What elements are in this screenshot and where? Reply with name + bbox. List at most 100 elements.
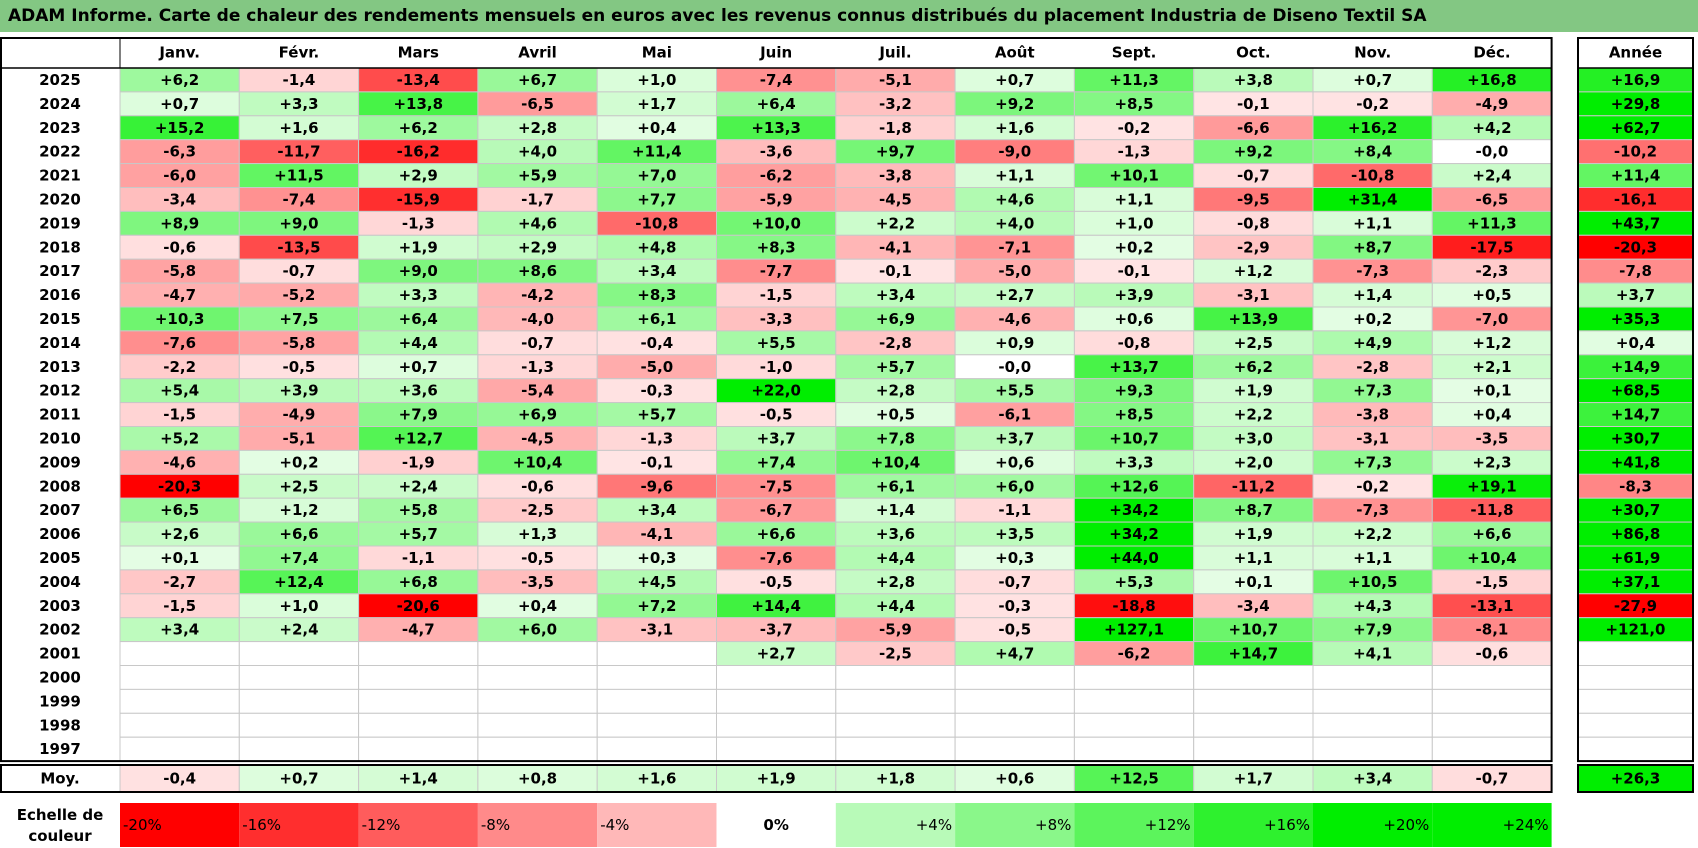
cell-value: +1,0 [279, 597, 318, 615]
annual-value: +62,7 [1611, 119, 1661, 137]
scale-step-label: +24% [1503, 816, 1549, 834]
cell-value: -5,1 [879, 71, 912, 89]
cell-value: -1,0 [760, 358, 793, 376]
year-label: 2002 [39, 621, 81, 639]
cell-value: +6,6 [757, 525, 796, 543]
cell-value: -6,2 [760, 167, 793, 185]
year-label: 2013 [39, 358, 81, 376]
cell-value: +1,1 [1114, 190, 1153, 208]
cell-value: +2,0 [1234, 453, 1273, 471]
chart-title: ADAM Informe. Carte de chaleur des rende… [0, 0, 1698, 32]
cell-value: +10,4 [871, 453, 921, 471]
cell-value: -1,3 [402, 214, 435, 232]
annual-value: +86,8 [1611, 525, 1661, 543]
cell-value: +5,7 [637, 406, 676, 424]
cell-value: -1,5 [760, 286, 793, 304]
annual-value: +43,7 [1611, 214, 1661, 232]
cell-value: +8,3 [757, 238, 796, 256]
annual-cell [1577, 665, 1694, 690]
cell-value: +8,9 [160, 214, 199, 232]
cell-value: +0,4 [637, 119, 676, 137]
cell-value: -9,6 [640, 477, 673, 495]
cell-value: -0,5 [760, 406, 793, 424]
cell-value: +2,2 [1353, 525, 1392, 543]
cell-value: +2,5 [1234, 334, 1273, 352]
cell-value: -3,3 [760, 310, 793, 328]
month-header: Oct. [1236, 44, 1271, 62]
cell-value: +8,4 [1353, 143, 1392, 161]
cell-value: +2,4 [1472, 167, 1511, 185]
average-value: +0,8 [518, 770, 557, 788]
annual-value: -20,3 [1614, 238, 1657, 256]
cell-value: +1,1 [1234, 549, 1273, 567]
scale-swatch [477, 803, 598, 847]
cell-value: -1,5 [163, 406, 196, 424]
cell-value: +10,5 [1348, 573, 1398, 591]
cell-value: +7,5 [279, 310, 318, 328]
heatmap-cell [477, 712, 598, 738]
year-label: 2009 [39, 453, 81, 471]
average-value: -0,7 [1476, 770, 1509, 788]
cell-value: +2,4 [279, 621, 318, 639]
cell-value: -0,6 [163, 238, 196, 256]
cell-value: -15,9 [397, 190, 440, 208]
cell-value: +1,2 [1472, 334, 1511, 352]
annual-value: +35,3 [1611, 310, 1661, 328]
cell-value: -0,6 [1476, 645, 1509, 663]
heatmap-cell [1193, 712, 1314, 738]
cell-value: +3,3 [1114, 453, 1153, 471]
cell-value: -3,5 [521, 573, 554, 591]
cell-value: +0,5 [1472, 286, 1511, 304]
cell-value: -1,3 [640, 429, 673, 447]
annual-value: -16,1 [1614, 190, 1657, 208]
cell-value: -4,1 [640, 525, 673, 543]
cell-value: -1,8 [879, 119, 912, 137]
heatmap-cell [1431, 736, 1553, 762]
cell-value: +4,4 [876, 549, 915, 567]
cell-value: +11,3 [1109, 71, 1159, 89]
scale-swatch [239, 803, 359, 847]
cell-value: +5,5 [995, 382, 1034, 400]
cell-value: +12,6 [1109, 477, 1159, 495]
cell-value: -2,8 [879, 334, 912, 352]
cell-value: +9,3 [1114, 382, 1153, 400]
cell-value: +0,6 [1114, 310, 1153, 328]
cell-value: +3,7 [757, 429, 796, 447]
annual-value: +37,1 [1611, 573, 1661, 591]
cell-value: -1,1 [402, 549, 435, 567]
scale-label: couleur [28, 827, 92, 845]
scale-swatch [1432, 803, 1552, 847]
cell-value: +6,2 [1234, 358, 1273, 376]
cell-value: -10,8 [635, 214, 678, 232]
cell-value: +6,9 [876, 310, 915, 328]
cell-value: -5,2 [283, 286, 316, 304]
heatmap-cell [1312, 665, 1433, 690]
annual-value: -27,9 [1614, 597, 1657, 615]
heatmap-cell [358, 688, 479, 714]
cell-value: +9,2 [1234, 143, 1273, 161]
cell-value: +15,2 [155, 119, 205, 137]
scale-step-label: +8% [1035, 816, 1071, 834]
cell-value: +13,9 [1229, 310, 1279, 328]
cell-value: +6,8 [399, 573, 438, 591]
cell-value: -0,5 [998, 621, 1031, 639]
cell-value: +3,5 [995, 525, 1034, 543]
scale-step-label: +20% [1383, 816, 1429, 834]
cell-value: +7,2 [637, 597, 676, 615]
cell-value: -0,2 [1356, 477, 1389, 495]
cell-value: +2,7 [995, 286, 1034, 304]
cell-value: -2,5 [521, 501, 554, 519]
cell-value: +5,7 [876, 358, 915, 376]
year-label: 2007 [39, 501, 81, 519]
scale-swatch [120, 803, 240, 847]
cell-value: +1,4 [1353, 286, 1392, 304]
cell-value: +4,5 [637, 573, 676, 591]
cell-value: -7,3 [1356, 501, 1389, 519]
year-label: 2022 [39, 143, 81, 161]
cell-value: -6,2 [1118, 645, 1151, 663]
cell-value: +34,2 [1109, 501, 1159, 519]
cell-value: +0,3 [637, 549, 676, 567]
heatmap-cell [1431, 665, 1553, 690]
cell-value: +10,7 [1109, 429, 1159, 447]
cell-value: -3,7 [760, 621, 793, 639]
